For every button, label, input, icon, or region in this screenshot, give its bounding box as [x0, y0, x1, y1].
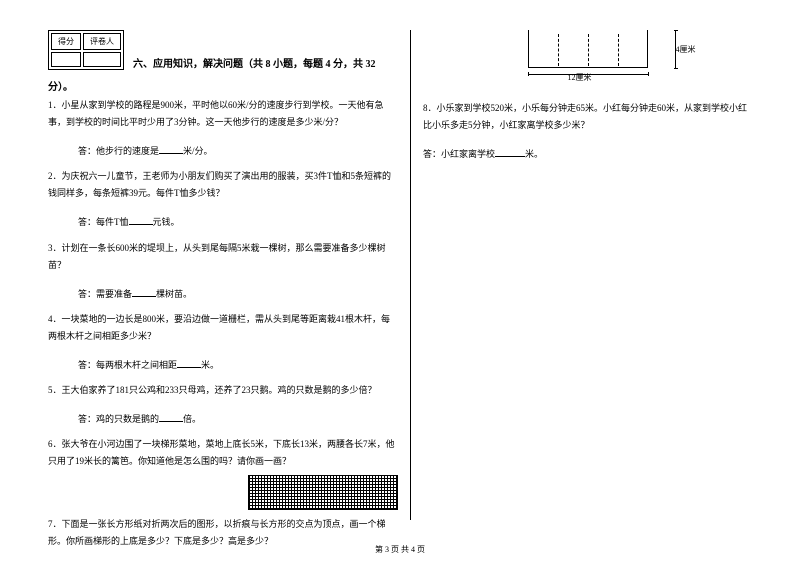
question-1: 1．小星从家到学校的路程是900米，平时他以60米/分的速度步行到学校。一天他有…: [48, 97, 398, 131]
a4-post: 米。: [201, 360, 219, 370]
diagram-dash-2: [588, 34, 589, 66]
a5-blank: [159, 412, 183, 422]
score-header-1: 得分: [51, 33, 81, 50]
a1-blank: [159, 144, 183, 154]
page-content: 得分 评卷人 六、应用知识，解决问题（共 8 小题，每题 4 分，共 32 分）…: [40, 30, 760, 520]
question-4: 4．一块菜地的一边长是800米，要沿边做一道栅栏，需从头到尾等距离栽41根木杆，…: [48, 311, 398, 345]
section-title: 六、应用知识，解决问题（共 8 小题，每题 4 分，共 32: [133, 59, 376, 70]
tick-r-bot: [674, 68, 678, 69]
answer-2: 答：每件T恤 元钱。: [78, 214, 398, 231]
question-2: 2．为庆祝六一儿童节，王老师为小朋友们购买了演出用的服装，买3件T恤和5条短裤的…: [48, 168, 398, 202]
a3-pre: 答：需要准备: [78, 289, 132, 299]
a3-blank: [132, 287, 156, 297]
left-column: 得分 评卷人 六、应用知识，解决问题（共 8 小题，每题 4 分，共 32 分）…: [40, 30, 411, 520]
score-header-2: 评卷人: [83, 33, 121, 50]
diagram-dash-3: [618, 34, 619, 66]
tick-b-right: [648, 72, 649, 76]
a5-pre: 答：鸡的只数是鹅的: [78, 414, 159, 424]
answer-1: 答：他步行的速度是 米/分。: [78, 143, 398, 160]
tick-r-top: [674, 30, 678, 31]
a4-pre: 答：每两根木杆之间相距: [78, 360, 177, 370]
question-8: 8．小乐家到学校520米，小乐每分钟走65米。小红每分钟走60米，从家到学校小红…: [423, 100, 752, 134]
question-5: 5．王大伯家养了181只公鸡和233只母鸡，还养了23只鹅。鸡的只数是鹅的多少倍…: [48, 382, 398, 399]
diagram-dash-1: [558, 34, 559, 66]
dim-right-label: 4厘米: [676, 44, 696, 55]
a8-blank: [495, 147, 525, 157]
answer-3: 答：需要准备 棵树苗。: [78, 286, 398, 303]
score-cell-1: [51, 52, 81, 67]
a2-post: 元钱。: [153, 217, 180, 227]
a5-post: 倍。: [183, 414, 201, 424]
score-table: 得分 评卷人: [48, 30, 124, 70]
a1-post: 米/分。: [183, 146, 213, 156]
score-cell-2: [83, 52, 121, 67]
a2-blank: [129, 215, 153, 225]
question-6: 6．张大爷在小河边围了一块梯形菜地，菜地上底长5米，下底长13米，两腰各长7米，…: [48, 436, 398, 470]
a8-pre: 答：小红家离学校: [423, 149, 495, 159]
page-footer: 第 3 页 共 4 页: [0, 544, 800, 555]
section-header: 得分 评卷人 六、应用知识，解决问题（共 8 小题，每题 4 分，共 32: [48, 30, 398, 70]
fold-diagram: 4厘米 12厘米: [508, 30, 668, 90]
a2-pre: 答：每件T恤: [78, 217, 129, 227]
tick-b-left: [528, 72, 529, 76]
a3-post: 棵树苗。: [156, 289, 192, 299]
answer-5: 答：鸡的只数是鹅的 倍。: [78, 411, 398, 428]
a4-blank: [177, 358, 201, 368]
a8-post: 米。: [525, 149, 543, 159]
dim-bottom-label: 12厘米: [568, 72, 592, 83]
question-3: 3．计划在一条长600米的堤坝上，从头到尾每隔5米栽一棵树，那么需要准备多少棵树…: [48, 240, 398, 274]
answer-4: 答：每两根木杆之间相距 米。: [78, 357, 398, 374]
q6-pattern: [248, 475, 398, 510]
section-title-cont: 分）。: [48, 82, 73, 93]
right-column: 4厘米 12厘米 8．小乐家到学校520米，小乐每分钟走65米。小红每分钟走60…: [411, 30, 760, 520]
answer-8: 答：小红家离学校 米。: [423, 146, 752, 163]
a1-pre: 答：他步行的速度是: [78, 146, 159, 156]
